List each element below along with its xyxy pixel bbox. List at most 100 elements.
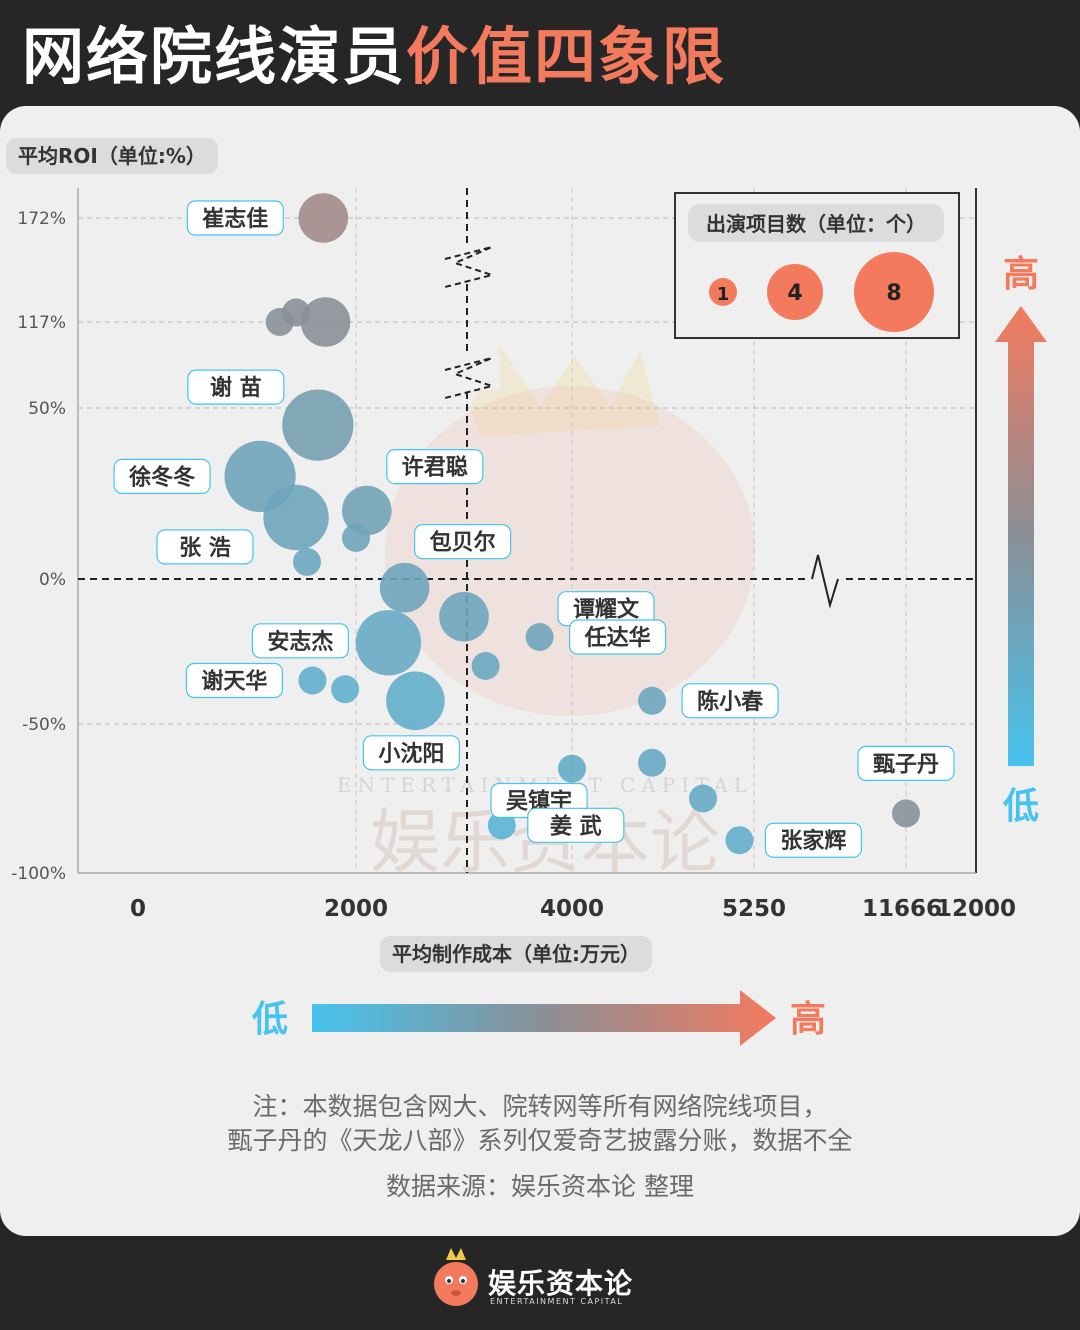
y-tick-label-2: 50% (28, 399, 66, 419)
bubble-12 (355, 610, 422, 676)
y-tick-label-5: -100% (11, 864, 66, 884)
bubble-label-13: 任达华 (584, 625, 651, 651)
bubble-label-box-7 (386, 449, 484, 485)
y-axis-title: 平均ROI（单位:%） (6, 138, 218, 174)
y-arrow-high-label: 高 (1003, 254, 1039, 295)
bubble-label-box-24 (857, 745, 955, 782)
x-tick-label-1: 2000 (324, 896, 388, 922)
bubble-7 (341, 485, 392, 536)
y-direction-arrow (995, 306, 1047, 766)
y-tick-label-3: 0% (39, 570, 66, 590)
bubble-label-22: 姜 武 (550, 813, 602, 839)
bubble-label-10: 包贝尔 (430, 530, 496, 556)
bubble-label-7: 许君聪 (402, 455, 468, 481)
axis-break-mask-0 (440, 243, 500, 279)
size-legend-bubble-1 (767, 264, 823, 320)
brand-name: 娱乐资本论 (488, 1267, 634, 1300)
bubble-label-17: 小沈阳 (378, 742, 444, 767)
x-tick-label-2: 4000 (540, 896, 604, 922)
bubble-10 (379, 562, 430, 613)
size-legend-value-1: 4 (787, 281, 802, 306)
bubble-0 (298, 193, 349, 243)
y-tick-label-0: 172% (17, 209, 66, 229)
bubble-label-18: 陈小春 (697, 689, 763, 715)
bubble-series (224, 193, 920, 855)
x-direction-arrow (312, 990, 776, 1046)
bubble-label-box-5 (113, 458, 211, 494)
bubble-17 (386, 671, 445, 731)
bubble-21 (689, 784, 718, 813)
x-tick-label-5: 12000 (936, 896, 1016, 922)
data-source: 数据来源：娱乐资本论 整理 (386, 1172, 694, 1201)
bubble-label-box-9 (156, 529, 254, 565)
bubble-2 (265, 308, 294, 336)
brand-logo-icon (434, 1248, 478, 1306)
page-title: 网络院线演员价值四象限 (22, 12, 726, 102)
bubble-11 (439, 591, 489, 642)
x-arrow-low-label: 低 (252, 999, 288, 1040)
bubble-14 (471, 652, 500, 680)
axis-break-mark-h (811, 554, 839, 609)
bubble-label-box-13 (568, 619, 667, 655)
bubble-label-15: 谢天华 (201, 669, 267, 695)
bubble-24 (892, 799, 920, 828)
y-arrow-low-label: 低 (1003, 786, 1039, 827)
bubble-20 (638, 748, 667, 777)
x-arrow-high-label: 高 (790, 999, 826, 1040)
x-tick-label-4: 11666 (862, 896, 942, 922)
bubble-label-23: 张家辉 (780, 828, 846, 854)
bubble-label-box-18 (681, 683, 779, 719)
bubble-label-box-17 (362, 735, 460, 771)
bubble-22 (487, 811, 516, 840)
y-tick-label-4: -50% (22, 715, 66, 735)
bubble-label-box-23 (764, 822, 863, 858)
footer: 娱乐资本论 ENTERTAINMENT CAPITAL (0, 1236, 1080, 1330)
bubble-15 (298, 666, 327, 695)
size-legend-bubble-0 (709, 278, 737, 306)
axis-break-mask-h (808, 549, 844, 609)
bubble-23 (725, 826, 754, 855)
title-part1: 网络院线演员 (22, 20, 407, 93)
bubble-label-box-22 (527, 807, 625, 843)
size-legend-value-2: 8 (886, 281, 901, 306)
direction-arrows: 高低低高 (252, 254, 1047, 1046)
title-part2: 价值四象限 (406, 20, 727, 93)
axis-break-mark-0 (444, 246, 496, 288)
bubble-label-12: 安志杰 (267, 629, 333, 655)
size-legend-title: 出演项目数（单位：个） (706, 212, 926, 236)
watermark-crown (470, 346, 660, 436)
bubble-6 (263, 484, 329, 551)
bubble-label-0: 崔志佳 (202, 207, 268, 232)
bubble-8 (342, 523, 370, 552)
bubble-label-box-10 (414, 524, 512, 560)
bubble-label-box-12 (251, 623, 349, 659)
bubble-13 (525, 623, 554, 651)
note-line-2: 甄子丹的《天龙八部》系列仅爱奇艺披露分账，数据不全 (227, 1126, 853, 1155)
bubble-19 (558, 754, 586, 783)
bubble-label-11: 谭耀文 (573, 597, 640, 623)
bubble-label-5: 徐冬冬 (128, 464, 195, 490)
note-line-1: 注：本数据包含网大、院转网等所有网络院线项目， (252, 1092, 828, 1121)
y-tick-label-1: 117% (17, 313, 66, 333)
brand-name-en: ENTERTAINMENT CAPITAL (490, 1297, 624, 1306)
bubble-4 (282, 389, 354, 461)
bubble-labels: 崔志佳谢 苗徐冬冬 许君聪张 浩包贝尔谭耀文安志杰 任达华谢天华小沈阳陈小春吴镇宇姜… (113, 200, 955, 858)
bubble-18 (638, 686, 667, 715)
bubble-label-9: 张 浩 (179, 536, 231, 561)
bubble-16 (331, 675, 360, 704)
bubble-label-box-15 (185, 662, 283, 699)
bubble-label-4: 谢 苗 (210, 375, 262, 401)
size-legend-bubble-2 (854, 252, 934, 332)
size-legend-value-0: 1 (717, 284, 730, 305)
bubble-label-box-4 (187, 369, 285, 405)
x-axis-title: 平均制作成本（单位:万元） (380, 936, 652, 972)
x-tick-label-0: 0 (130, 896, 146, 922)
axis-break-mark-1 (444, 357, 496, 399)
size-legend-title-bg (688, 204, 944, 242)
axis-tick-labels: 172% 117% 50% 0% -50% -100% 0 2000 4000 5250 11666… (11, 209, 1016, 922)
bubble-label-box-0 (186, 200, 284, 236)
bubble-3 (300, 297, 351, 347)
bubble-9 (292, 547, 321, 576)
axis-break-mask-1 (440, 354, 500, 390)
